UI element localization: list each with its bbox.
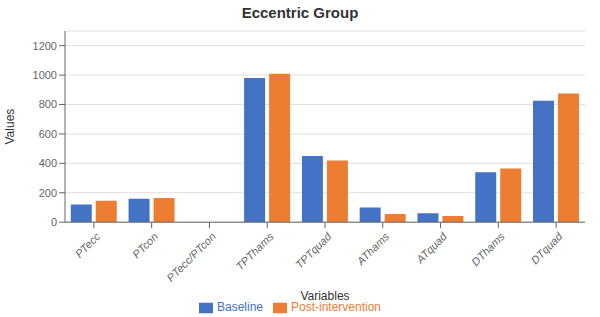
svg-text:DThams: DThams xyxy=(469,230,507,268)
svg-text:AThams: AThams xyxy=(354,230,392,268)
svg-text:TPTquad: TPTquad xyxy=(293,230,334,271)
svg-text:600: 600 xyxy=(39,128,57,140)
svg-text:1200: 1200 xyxy=(33,40,57,52)
svg-text:ATquad: ATquad xyxy=(413,230,449,266)
svg-text:1000: 1000 xyxy=(33,69,57,81)
svg-text:200: 200 xyxy=(39,187,57,199)
svg-text:0: 0 xyxy=(51,216,57,228)
svg-text:TPThams: TPThams xyxy=(234,230,277,273)
html-text:Eccentric Group: Eccentric Group xyxy=(241,4,359,21)
svg-text:PTcon: PTcon xyxy=(130,230,160,260)
svg-text:Values: Values xyxy=(8,109,17,145)
svg-text:800: 800 xyxy=(39,98,57,110)
svg-text:DTquad: DTquad xyxy=(528,230,565,267)
svg-text:PTecc/PTcon: PTecc/PTcon xyxy=(164,230,218,284)
svg-text:PTecc: PTecc xyxy=(73,230,103,260)
html-text:Post-intervention: Post-intervention xyxy=(291,300,381,315)
html-text:Baseline: Baseline xyxy=(217,300,263,315)
svg-text:Variables: Variables xyxy=(300,289,349,303)
svg-text:400: 400 xyxy=(39,157,57,169)
